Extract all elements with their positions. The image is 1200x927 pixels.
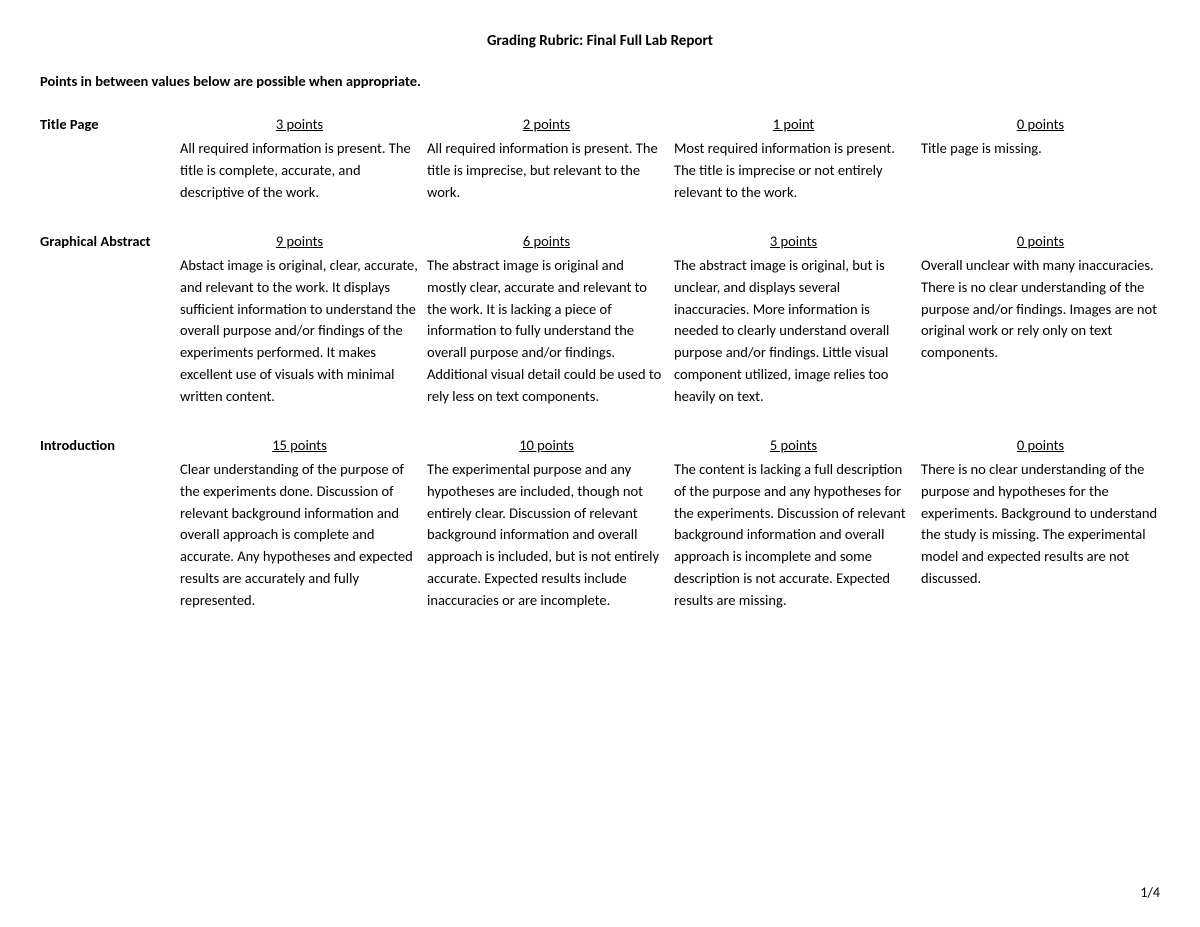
level-description: Overall unclear with many inaccuracies. …: [921, 255, 1160, 364]
level-description: There is no clear understanding of the p…: [921, 459, 1160, 590]
level-description: Clear understanding of the purpose of th…: [180, 459, 419, 611]
level-description: The content is lacking a full descriptio…: [674, 459, 913, 611]
page-indicator: 1/4: [1140, 882, 1160, 903]
criterion-label: Title Page: [40, 114, 180, 203]
level-description: Title page is missing.: [921, 138, 1160, 160]
rubric-table: Title Page3 pointsAll required informati…: [40, 114, 1160, 611]
level-points: 3 points: [674, 231, 913, 253]
level-description: All required information is present. The…: [427, 138, 666, 203]
level-points: 5 points: [674, 435, 913, 457]
rubric-row: Title Page3 pointsAll required informati…: [40, 114, 1160, 203]
level-description: Abstact image is original, clear, accura…: [180, 255, 419, 407]
rubric-level: 1 pointMost required information is pres…: [674, 114, 913, 203]
document-title: Grading Rubric: Final Full Lab Report: [40, 30, 1160, 53]
rubric-level: 10 pointsThe experimental purpose and an…: [427, 435, 666, 611]
level-description: All required information is present. The…: [180, 138, 419, 203]
criterion-label: Graphical Abstract: [40, 231, 180, 407]
rubric-row: Introduction15 pointsClear understanding…: [40, 435, 1160, 611]
rubric-level: 0 pointsTitle page is missing.: [921, 114, 1160, 203]
rubric-level: 5 pointsThe content is lacking a full de…: [674, 435, 913, 611]
rubric-level: 9 pointsAbstact image is original, clear…: [180, 231, 419, 407]
level-points: 0 points: [921, 114, 1160, 136]
rubric-level: 0 pointsOverall unclear with many inaccu…: [921, 231, 1160, 407]
level-points: 6 points: [427, 231, 666, 253]
level-points: 3 points: [180, 114, 419, 136]
rubric-level: 2 pointsAll required information is pres…: [427, 114, 666, 203]
level-points: 1 point: [674, 114, 913, 136]
level-description: Most required information is present. Th…: [674, 138, 913, 203]
rubric-level: 15 pointsClear understanding of the purp…: [180, 435, 419, 611]
level-description: The abstract image is original, but is u…: [674, 255, 913, 407]
rubric-level: 0 pointsThere is no clear understanding …: [921, 435, 1160, 611]
level-points: 10 points: [427, 435, 666, 457]
level-description: The abstract image is original and mostl…: [427, 255, 666, 407]
rubric-note: Points in between values below are possi…: [40, 71, 1160, 93]
level-points: 9 points: [180, 231, 419, 253]
level-group: 3 pointsAll required information is pres…: [180, 114, 1160, 203]
level-points: 2 points: [427, 114, 666, 136]
rubric-level: 3 pointsAll required information is pres…: [180, 114, 419, 203]
level-group: 15 pointsClear understanding of the purp…: [180, 435, 1160, 611]
level-description: The experimental purpose and any hypothe…: [427, 459, 666, 611]
level-points: 0 points: [921, 435, 1160, 457]
level-points: 15 points: [180, 435, 419, 457]
rubric-row: Graphical Abstract9 pointsAbstact image …: [40, 231, 1160, 407]
criterion-label: Introduction: [40, 435, 180, 611]
level-points: 0 points: [921, 231, 1160, 253]
rubric-level: 3 pointsThe abstract image is original, …: [674, 231, 913, 407]
level-group: 9 pointsAbstact image is original, clear…: [180, 231, 1160, 407]
rubric-level: 6 pointsThe abstract image is original a…: [427, 231, 666, 407]
